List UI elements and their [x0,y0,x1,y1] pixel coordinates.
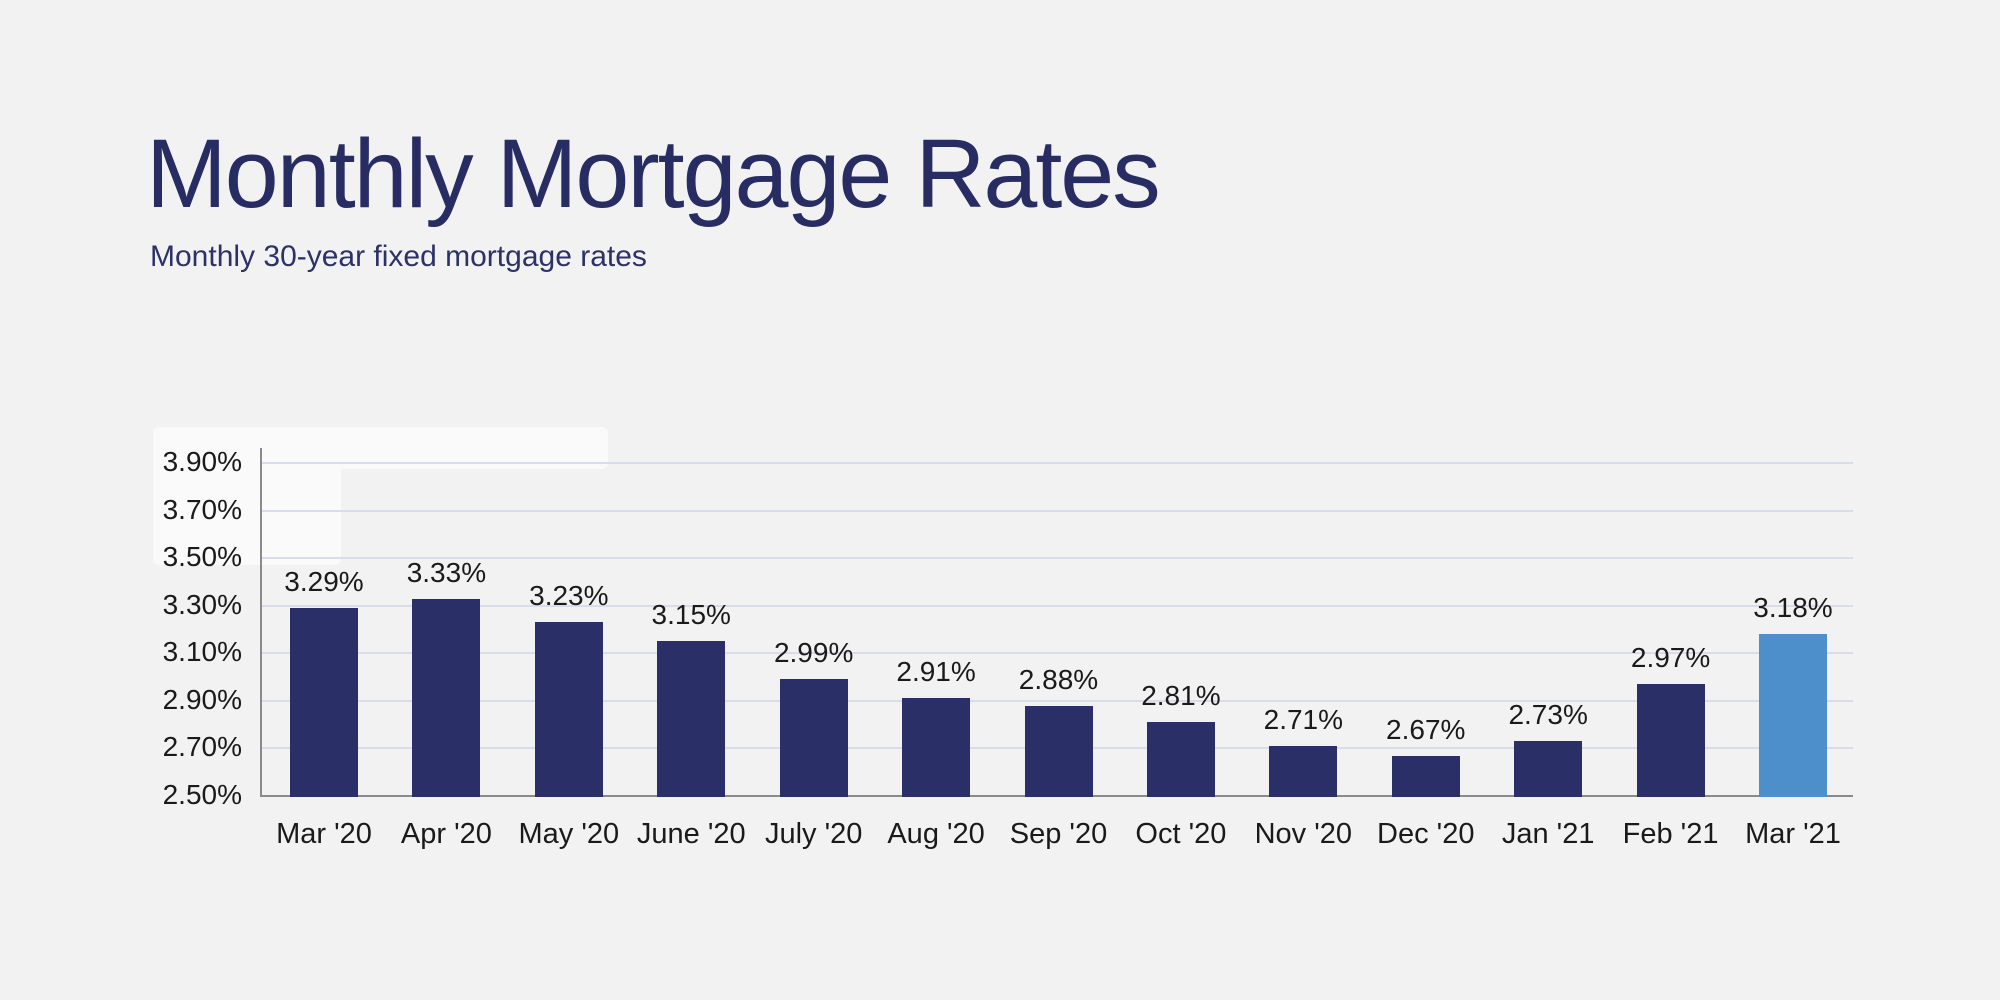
bar [1759,634,1827,797]
x-tick-label: Feb '21 [1622,818,1719,850]
y-tick-label: 3.70% [162,493,242,525]
bar-value-label: 2.88% [1018,663,1099,695]
x-tick-label: Sep '20 [1009,818,1108,850]
y-gridline [262,509,1853,512]
bar [657,641,726,797]
y-gridline [262,699,1853,702]
y-tick-label: 2.50% [162,779,242,810]
bar [902,698,971,797]
bar-value-label: 2.67% [1386,713,1466,745]
bar [534,622,603,797]
x-tick-label: June '20 [636,818,746,850]
y-tick-label: 3.90% [162,446,242,477]
page-title: Monthly Mortgage Rates [146,119,1161,228]
x-tick-label: May '20 [518,818,620,850]
x-tick-label: Nov '20 [1254,818,1353,850]
bar-value-label: 3.29% [284,566,364,598]
bar [1636,684,1705,797]
y-tick-label: 2.90% [162,683,242,715]
y-tick-label: 2.70% [162,731,242,763]
bar [1269,746,1338,797]
bar-value-label: 3.23% [529,580,609,612]
bar [1391,755,1460,797]
bar-value-label: 2.99% [773,637,854,669]
y-gridline [262,462,1853,464]
y-tick-label: 3.30% [162,588,242,620]
bar-value-label: 3.33% [406,556,487,588]
y-gridline [262,557,1853,560]
bar-value-label: 2.71% [1263,704,1344,736]
y-gridline [262,652,1853,655]
bar [1024,705,1093,797]
bar-value-label: 2.97% [1630,642,1711,674]
x-tick-label: Apr '20 [400,818,492,850]
y-gridline [262,604,1853,607]
y-tick-label: 3.50% [162,541,242,573]
bar [1514,741,1583,797]
bar-value-label: 2.73% [1508,699,1588,731]
bar-value-label: 2.81% [1141,680,1221,712]
bar-value-label: 2.91% [896,656,976,688]
page-subtitle: Monthly 30-year fixed mortgage rates [150,240,647,273]
y-axis-line [260,448,262,797]
x-tick-label: Mar '20 [276,818,372,850]
x-tick-label: July '20 [764,818,863,850]
y-tick-label: 3.10% [162,636,242,668]
x-tick-label: Aug '20 [887,818,985,850]
x-tick-label: Oct '20 [1135,818,1227,850]
bar [412,598,481,797]
x-tick-label: Dec '20 [1377,818,1475,850]
background-artifact [153,427,341,565]
bar-value-label: 3.15% [651,599,731,631]
x-tick-label: Mar '21 [1745,818,1841,850]
bar [1146,722,1215,797]
x-tick-label: Jan '21 [1501,818,1595,850]
bar-value-label: 3.18% [1753,592,1833,624]
bar [290,608,358,797]
bar [779,679,848,797]
